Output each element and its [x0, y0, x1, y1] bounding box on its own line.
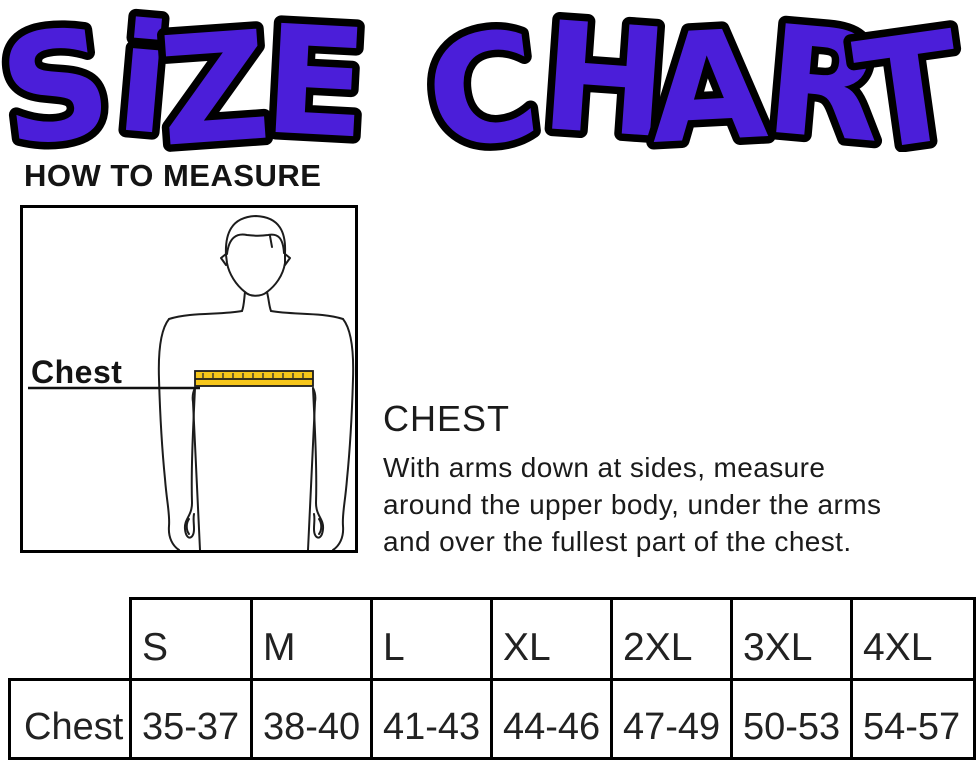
how-to-measure-heading: HOW TO MEASURE [24, 158, 322, 193]
column-header-4xl: 4XL [850, 597, 976, 681]
size-chart-title: S i Z E C H A R T [0, 0, 978, 152]
ear-icon [284, 253, 291, 266]
title-letter: C [418, 0, 548, 152]
table-corner-cell [10, 599, 131, 680]
title-letter: R [759, 0, 889, 152]
chest-value-4xl: 54-57 [850, 678, 976, 760]
torso-drawing: Chest [28, 215, 355, 550]
chest-figure-label: Chest [31, 354, 122, 390]
measurement-figure-box: Chest [20, 205, 358, 553]
chest-value-xl: 44-46 [490, 678, 613, 760]
shoulder-line [270, 310, 344, 320]
column-header-m: M [250, 597, 373, 681]
size-table: S M L XL 2XL 3XL 4XL Chest 35-37 38-40 4… [8, 597, 976, 760]
neck-line [241, 291, 246, 312]
chest-value-l: 41-43 [370, 678, 493, 760]
chest-value-m: 38-40 [250, 678, 373, 760]
title-letter: E [260, 0, 371, 152]
left-finger-line [185, 518, 190, 535]
size-table-header-row: S M L XL 2XL 3XL 4XL [10, 597, 976, 681]
right-finger-line [318, 518, 323, 535]
column-header-2xl: 2XL [610, 597, 733, 681]
neck-line [266, 291, 272, 312]
head-outline [224, 215, 287, 297]
left-arm-outline [157, 318, 180, 550]
column-header-s: S [129, 597, 253, 681]
shoulder-line [168, 310, 243, 320]
chest-instruction-heading: CHEST [383, 398, 511, 439]
left-hand-outline [183, 387, 196, 539]
column-header-3xl: 3XL [730, 597, 853, 681]
hairline-accent [269, 235, 273, 248]
title-letter: Z [154, 0, 275, 152]
title-letter: T [846, 0, 972, 152]
column-header-l: L [370, 597, 493, 681]
title-letter: A [646, 0, 771, 152]
title-letter: H [536, 0, 673, 152]
right-hand-outline [312, 387, 325, 539]
column-header-xl: XL [490, 597, 613, 681]
chest-value-s: 35-37 [129, 678, 253, 760]
measuring-tape-icon [194, 370, 314, 387]
right-arm-outline [332, 318, 355, 550]
ear-icon [220, 253, 227, 266]
chest-instruction-body: With arms down at sides, measure around … [383, 452, 882, 557]
chest-measurements-row: Chest 35-37 38-40 41-43 44-46 47-49 50-5… [8, 678, 976, 760]
chest-value-2xl: 47-49 [610, 678, 733, 760]
chest-value-3xl: 50-53 [730, 678, 853, 760]
row-label-chest: Chest [8, 678, 132, 760]
title-letter: S [0, 0, 120, 152]
hairline [226, 233, 285, 255]
